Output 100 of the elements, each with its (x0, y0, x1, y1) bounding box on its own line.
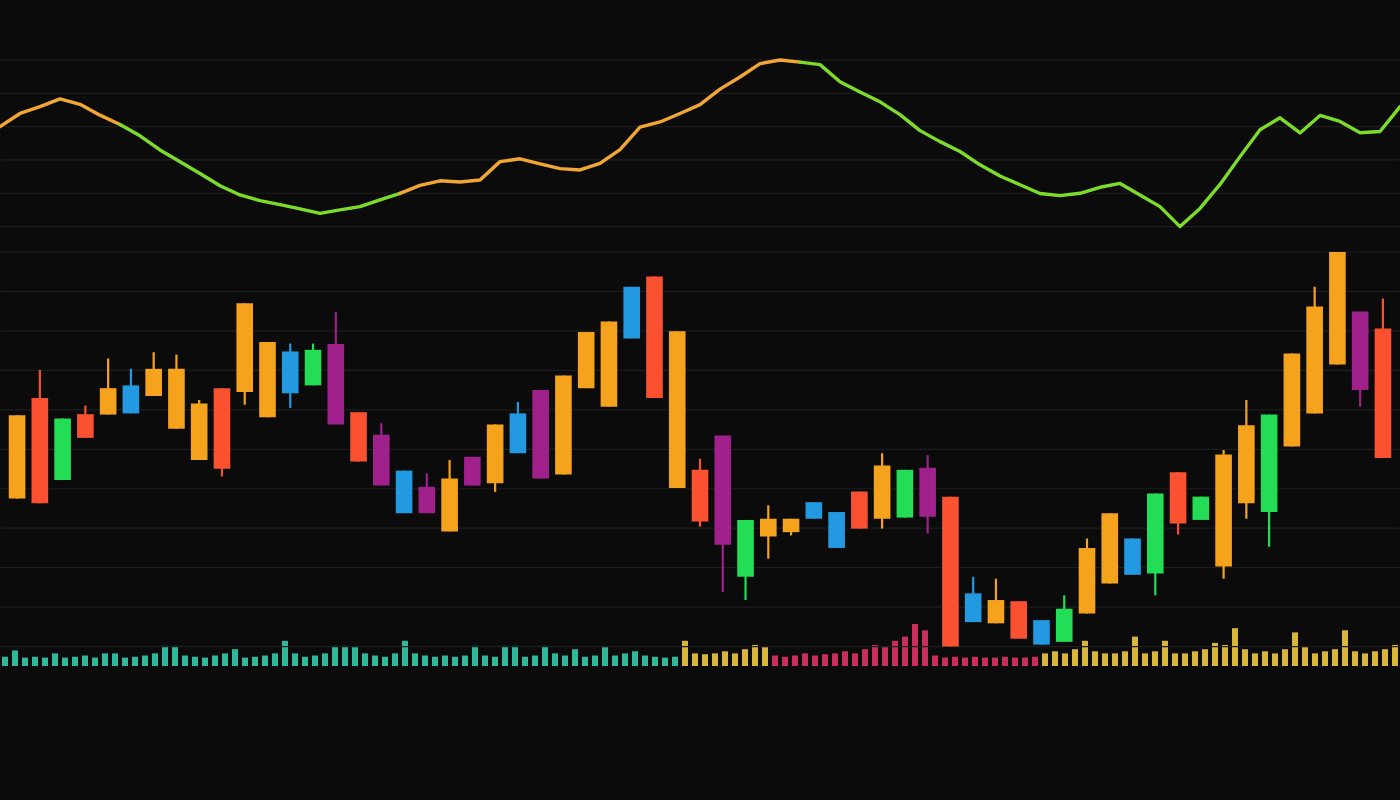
candlestick (760, 504, 777, 560)
bar (852, 653, 859, 666)
bar (102, 653, 109, 666)
bar (1342, 630, 1349, 666)
bar (522, 656, 529, 666)
bar (1052, 651, 1059, 666)
bar (1252, 653, 1259, 666)
bar (52, 653, 59, 666)
bar (952, 656, 959, 666)
candlestick (418, 472, 436, 515)
bar (1362, 653, 1369, 666)
bar (472, 645, 479, 666)
candlestick (987, 577, 1005, 625)
candlestick (304, 342, 322, 387)
bar (1092, 651, 1099, 666)
candlestick (145, 351, 162, 398)
bar (62, 657, 69, 666)
bar (1282, 649, 1289, 666)
bar (182, 655, 189, 666)
bar (1332, 649, 1339, 666)
bar (172, 645, 179, 666)
bar (1012, 657, 1019, 666)
bar (382, 656, 389, 666)
bar (1142, 653, 1149, 666)
bar (162, 645, 169, 666)
bar (342, 645, 349, 666)
bar (452, 656, 459, 666)
bar (1352, 651, 1359, 666)
bar (632, 651, 639, 666)
bar (142, 655, 149, 666)
bar (1222, 645, 1229, 666)
bar (1122, 651, 1129, 666)
bar (432, 656, 439, 666)
bar (82, 655, 89, 666)
bar (1102, 653, 1109, 666)
bar (232, 649, 239, 666)
bar (572, 649, 579, 666)
bar (702, 654, 709, 666)
bar (942, 657, 949, 666)
bar (462, 655, 469, 666)
bar (1032, 656, 1039, 666)
bar (1392, 645, 1399, 666)
bar (1112, 653, 1119, 666)
bar (1022, 657, 1029, 666)
candlestick (1033, 619, 1050, 646)
bar (482, 655, 489, 666)
bar (912, 624, 919, 666)
bar (862, 649, 869, 666)
bar (822, 654, 829, 666)
candlestick (509, 400, 527, 455)
bar (1162, 640, 1169, 666)
bar (982, 657, 989, 666)
bar (1262, 651, 1269, 666)
bar (212, 655, 219, 666)
bar (1082, 640, 1089, 666)
bar (1072, 649, 1079, 666)
bar (1042, 653, 1049, 666)
bar (752, 645, 759, 666)
bar (772, 655, 779, 666)
candlestick (828, 510, 845, 550)
bar (402, 640, 409, 666)
candlestick (896, 468, 914, 519)
bar (1182, 653, 1189, 666)
bar (552, 653, 559, 666)
bar (1312, 653, 1319, 666)
bar (1062, 653, 1069, 666)
bar (542, 645, 549, 666)
bar (1132, 636, 1139, 666)
bar (962, 657, 969, 666)
bar (602, 647, 609, 666)
bar (1002, 656, 1009, 666)
candlestick (1124, 537, 1141, 576)
bar (242, 657, 249, 666)
bar (252, 656, 259, 666)
bar (682, 640, 689, 666)
bar (882, 647, 889, 666)
bar (1202, 649, 1209, 666)
bar (2, 656, 9, 666)
bar (1242, 649, 1249, 666)
bar (872, 645, 879, 666)
candlestick (851, 490, 868, 530)
bar (152, 653, 159, 666)
bar (922, 630, 929, 666)
bar (782, 656, 789, 666)
bar (12, 650, 19, 666)
bar (1292, 632, 1299, 666)
bar (1192, 651, 1199, 666)
bar (662, 657, 669, 666)
bar (292, 653, 299, 666)
bar (532, 655, 539, 666)
bar (272, 653, 279, 666)
bar (972, 656, 979, 666)
bar (792, 655, 799, 666)
candlestick (77, 404, 94, 439)
bar (732, 653, 739, 666)
bar (802, 653, 809, 666)
bar (422, 655, 429, 666)
bar (622, 653, 629, 666)
bar (362, 653, 369, 666)
bar (22, 657, 29, 666)
